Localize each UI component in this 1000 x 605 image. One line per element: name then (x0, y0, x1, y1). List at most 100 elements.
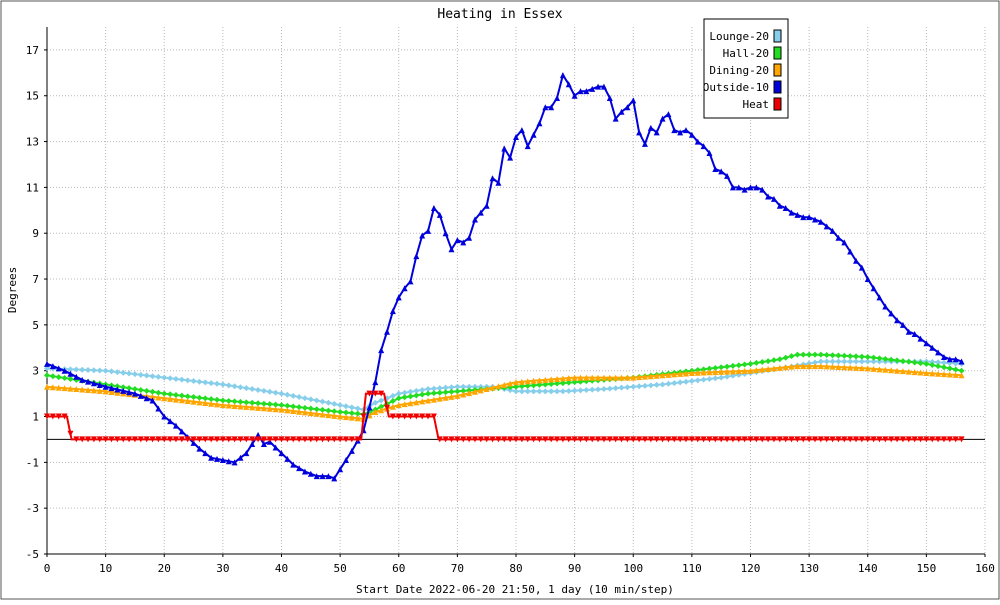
lounge-20-point (847, 358, 854, 365)
outside-10-point (114, 386, 121, 393)
dining-20-point (389, 403, 396, 410)
dining-20-point (290, 408, 297, 415)
heat-point (548, 436, 555, 443)
series-group (44, 72, 965, 482)
dining-20-point (190, 398, 197, 405)
hall-20-point (958, 367, 965, 374)
lounge-20-point (90, 367, 97, 374)
dining-20-point (518, 378, 525, 385)
heat-point (214, 436, 221, 443)
outside-10-point (483, 202, 490, 209)
legend-label-outside-10: Outside-10 (703, 81, 769, 94)
lounge-20-point (79, 366, 86, 373)
outside-10-point (677, 129, 684, 136)
dining-20-point (817, 363, 824, 370)
y-tick-label: 3 (32, 365, 39, 378)
y-tick-label: -1 (26, 456, 39, 469)
dining-20-point (677, 370, 684, 377)
outside-10-point (946, 356, 953, 363)
heat-point (606, 436, 613, 443)
dining-20-point (741, 367, 748, 374)
hall-20-point (847, 353, 854, 360)
heat-point (208, 436, 215, 443)
outside-10-point (589, 85, 596, 92)
hall-20-point (290, 403, 297, 410)
x-tick-label: 0 (44, 562, 51, 575)
hall-20-point (67, 375, 74, 382)
outside-10-point (366, 404, 373, 411)
outside-10-point (255, 431, 262, 438)
dining-20-point (847, 364, 854, 371)
outside-10-point (389, 308, 396, 315)
hall-20-point (700, 366, 707, 373)
outside-10-point (565, 81, 572, 88)
lounge-20-point (542, 388, 549, 395)
heat-point (436, 436, 443, 443)
outside-10-point (372, 379, 379, 386)
heat-point (196, 436, 203, 443)
outside-10-point (823, 223, 830, 230)
hall-20-point (214, 396, 221, 403)
dining-20-point (554, 375, 561, 382)
heat-point (583, 436, 590, 443)
dining-20-point (712, 369, 719, 376)
outside-10-point (935, 349, 942, 356)
hall-20-point (395, 395, 402, 402)
lounge-20-point (653, 381, 660, 388)
x-tick-label: 150 (916, 562, 936, 575)
hall-20-point (940, 364, 947, 371)
dining-20-point (243, 403, 250, 410)
heat-point (161, 436, 168, 443)
heat-point (518, 436, 525, 443)
hall-20-point (114, 383, 121, 390)
heat-point (589, 436, 596, 443)
lounge-20-point (389, 392, 396, 399)
lounge-20-point (876, 358, 883, 365)
lounge-20-point (724, 373, 731, 380)
heat-point (448, 436, 455, 443)
heat-point (266, 436, 273, 443)
heat-point (407, 413, 414, 420)
dining-20-point (278, 406, 285, 413)
lounge-20-point (178, 376, 185, 383)
y-tick-label: 13 (26, 136, 39, 149)
outside-10-point (659, 115, 666, 122)
outside-10-point (167, 418, 174, 425)
outside-10-point (759, 186, 766, 193)
heat-point (225, 436, 232, 443)
dining-20-point (237, 403, 244, 410)
x-tick-label: 70 (451, 562, 464, 575)
hall-20-point (829, 352, 836, 359)
heat-point (788, 436, 795, 443)
heat-point (85, 436, 92, 443)
heat-point (870, 436, 877, 443)
hall-20-point (149, 388, 156, 395)
dining-20-point (835, 363, 842, 370)
dining-20-point (114, 389, 121, 396)
heat-point (554, 436, 561, 443)
outside-10-point (741, 186, 748, 193)
hall-20-point (401, 394, 408, 401)
x-tick-label: 50 (334, 562, 347, 575)
hall-20-point (331, 408, 338, 415)
x-tick-label: 80 (509, 562, 522, 575)
heat-point (923, 436, 930, 443)
legend-label-hall-20: Hall-20 (723, 47, 769, 60)
lounge-20-point (372, 399, 379, 406)
heat-point (296, 436, 303, 443)
dining-20-point (55, 384, 62, 391)
heat-point (929, 436, 936, 443)
heat-point (401, 413, 408, 420)
heat-point (940, 436, 947, 443)
outside-10-point (67, 370, 74, 377)
hall-20-point (911, 359, 918, 366)
dining-20-point (378, 407, 385, 414)
dining-20-point (178, 397, 185, 404)
heat-point (378, 390, 385, 397)
y-tick-label: 15 (26, 90, 39, 103)
heat-point (190, 436, 197, 443)
lounge-20-point (471, 383, 478, 390)
lounge-20-point (841, 358, 848, 365)
dining-20-point (940, 371, 947, 378)
heat-point (671, 436, 678, 443)
